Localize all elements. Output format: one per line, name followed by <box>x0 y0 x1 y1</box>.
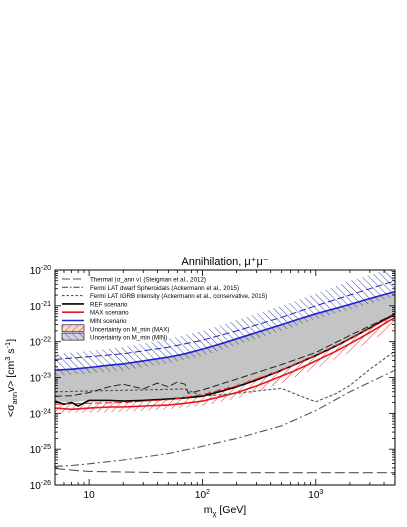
legend: Thermal ⟨σ_ann v⟩ (Steigman et al., 2012… <box>61 277 267 342</box>
x-axis-label: mχ [GeV] <box>204 504 247 518</box>
axis-ticks <box>54 270 396 486</box>
y-tick-label: 10-25 <box>30 444 51 456</box>
legend-label: Fermi LAT dwarf Spheroidals (Ackermann e… <box>90 285 239 292</box>
legend-label: MAX scenario <box>90 310 129 317</box>
series-thermal-ann-v-steigman-et-al-2012 <box>55 467 395 474</box>
plot-area <box>55 270 395 474</box>
series-min-dashed <box>55 280 395 360</box>
series-fermi-lat-dwarf-spheroidals-ackermann-et-al-2015 <box>55 369 395 467</box>
series-max-scenario <box>55 316 395 411</box>
y-tick-label: 10-24 <box>30 408 51 420</box>
tick-labels: 10 102 103 10-26 10-25 10-24 10-23 10-22 10-21 10… <box>30 265 324 501</box>
series-min-scenario <box>55 290 395 371</box>
y-tick-label: 10-21 <box>30 301 51 313</box>
legend-item-fermi-lat-igrb-intensity-ackermann-et-al-conservative-2015: Fermi LAT IGRB intensity (Ackermann et a… <box>62 293 267 300</box>
legend-item-ref-scenario: REF scenario <box>62 301 128 308</box>
legend-item-max-scenario: MAX scenario <box>62 310 129 317</box>
legend-item-uncertainty-on-m-min-max: Uncertainty on M_min (MAX) <box>61 324 169 333</box>
legend-label: Uncertainty on M_min (MIN) <box>90 335 167 342</box>
band-uncertainty-on-m-min-min <box>55 270 395 376</box>
legend-label: Fermi LAT IGRB intensity (Ackermann et a… <box>90 293 267 300</box>
legend-label: Thermal ⟨σ_ann v⟩ (Steigman et al., 2012… <box>90 277 206 284</box>
legend-item-fermi-lat-dwarf-spheroidals-ackermann-et-al-2015: Fermi LAT dwarf Spheroidals (Ackermann e… <box>62 285 239 292</box>
legend-item-uncertainty-on-m-min-min: Uncertainty on M_min (MIN) <box>61 332 167 342</box>
legend-item-thermal-ann-v-steigman-et-al-2012: Thermal ⟨σ_ann v⟩ (Steigman et al., 2012… <box>62 277 206 284</box>
lines-layer <box>55 280 395 474</box>
series-max-dashed <box>55 314 395 405</box>
x-tick-label: 103 <box>308 489 323 501</box>
x-tick-label: 102 <box>195 489 210 501</box>
y-axis-label: <σannv> [cm3 s-1] <box>3 339 19 417</box>
y-tick-label: 10-22 <box>30 337 51 349</box>
y-tick-label: 10-26 <box>30 480 51 492</box>
legend-label: Uncertainty on M_min (MAX) <box>90 326 169 333</box>
chart-title: Annihilation, μ⁺μ⁻ <box>181 256 268 268</box>
y-tick-label: 10-23 <box>30 373 51 385</box>
x-tick-label: 10 <box>84 490 96 501</box>
y-tick-label: 10-20 <box>30 265 51 277</box>
legend-label: REF scenario <box>90 301 128 308</box>
series-fermi-lat-igrb-intensity-ackermann-et-al-conservative-2015 <box>55 350 395 403</box>
series-ref-upper-dashed <box>55 313 395 397</box>
legend-item-min-scenario: MIN scenario <box>62 318 127 325</box>
legend-label: MIN scenario <box>90 318 127 325</box>
